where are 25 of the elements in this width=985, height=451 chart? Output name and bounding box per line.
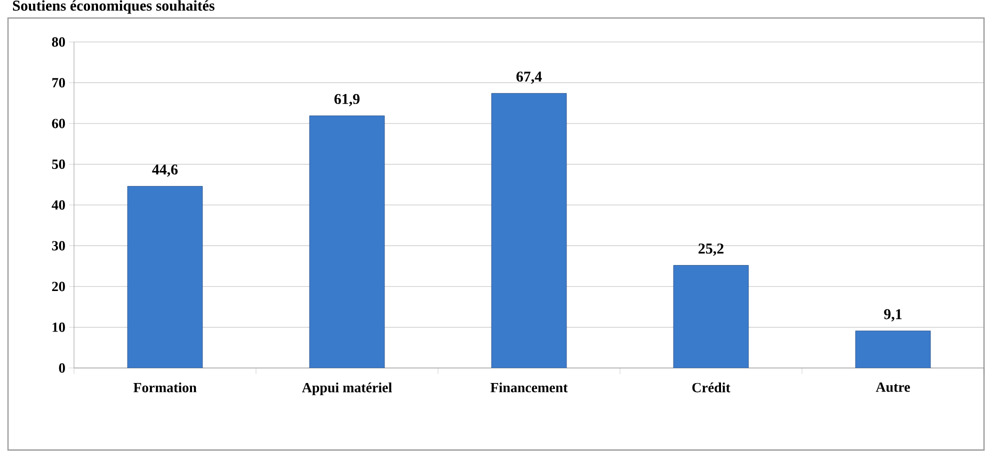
bar <box>127 186 203 368</box>
y-tick-label: 30 <box>52 241 65 250</box>
x-tick-label: Formation <box>133 382 197 392</box>
bar <box>491 93 567 368</box>
x-tick-label: Financement <box>490 382 568 392</box>
bar <box>855 330 931 368</box>
data-label: 61,9 <box>334 94 360 106</box>
y-tick-label: 40 <box>52 200 65 210</box>
data-label: 9,1 <box>884 309 902 322</box>
data-label: 44,6 <box>152 164 178 177</box>
y-tick-label: 60 <box>52 118 65 128</box>
y-tick-label: 0 <box>59 363 65 373</box>
y-tick-label: 20 <box>52 282 65 292</box>
bar <box>309 116 385 368</box>
x-tick-label: Crédit <box>692 382 730 392</box>
bar <box>673 265 749 368</box>
y-tick-label: 70 <box>52 78 65 88</box>
y-tick-label: 50 <box>52 160 65 169</box>
y-tick-label: 10 <box>52 322 65 332</box>
data-label: 67,4 <box>516 72 542 84</box>
data-label: 25,2 <box>698 244 724 256</box>
chart-title: Soutiens économiques souhaités <box>13 0 214 14</box>
x-tick-label: Autre <box>876 382 910 392</box>
y-tick-label: 80 <box>52 37 65 47</box>
x-tick-label: Appui matériel <box>302 382 392 396</box>
